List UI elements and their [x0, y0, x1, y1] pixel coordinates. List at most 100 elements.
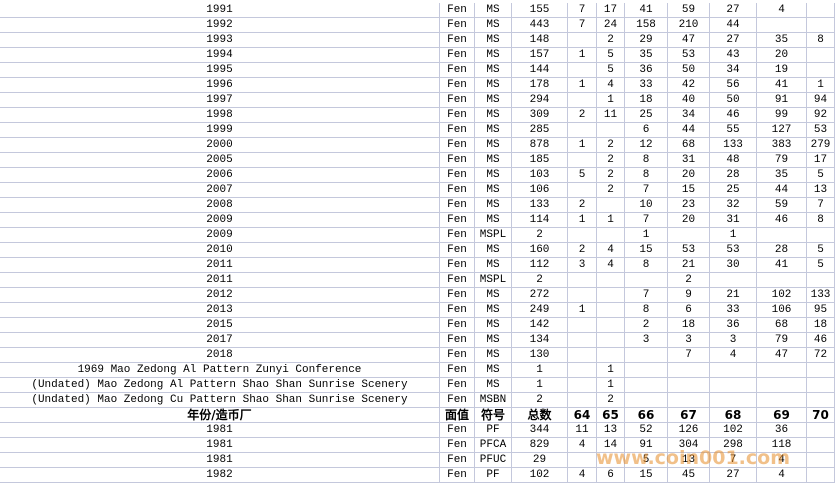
cell: Fen	[440, 63, 475, 78]
cell: 118	[757, 438, 807, 453]
cell: 5	[807, 243, 835, 258]
header-cell: 66	[625, 408, 668, 423]
cell: 12	[625, 138, 668, 153]
cell: 45	[668, 468, 710, 483]
cell: 142	[512, 318, 568, 333]
cell	[568, 288, 597, 303]
cell: 102	[512, 468, 568, 483]
cell: 17	[597, 3, 625, 18]
cell: 41	[757, 258, 807, 273]
cell	[568, 273, 597, 288]
cell: 2010	[0, 243, 440, 258]
cell	[668, 393, 710, 408]
cell: 27	[710, 33, 757, 48]
cell: 155	[512, 3, 568, 18]
cell: 4	[597, 243, 625, 258]
cell: 14	[597, 438, 625, 453]
cell: Fen	[440, 228, 475, 243]
cell: 1	[568, 48, 597, 63]
cell: 3	[568, 258, 597, 273]
cell: 48	[710, 153, 757, 168]
cell: 1	[625, 228, 668, 243]
cell: 94	[807, 93, 835, 108]
cell: MS	[475, 333, 512, 348]
cell: 8	[807, 33, 835, 48]
cell: MS	[475, 198, 512, 213]
cell: 2	[668, 273, 710, 288]
cell: 1	[568, 78, 597, 93]
cell: 2012	[0, 288, 440, 303]
cell: Fen	[440, 213, 475, 228]
cell	[757, 273, 807, 288]
cell: 13	[668, 453, 710, 468]
cell: 2011	[0, 258, 440, 273]
cell: 2011	[0, 273, 440, 288]
cell: 4	[568, 468, 597, 483]
cell: 31	[668, 153, 710, 168]
cell: 34	[668, 108, 710, 123]
cell: MS	[475, 108, 512, 123]
cell: Fen	[440, 333, 475, 348]
cell: Fen	[440, 183, 475, 198]
cell: 4	[597, 258, 625, 273]
cell: MS	[475, 243, 512, 258]
cell: MS	[475, 3, 512, 18]
cell	[568, 183, 597, 198]
cell	[597, 273, 625, 288]
cell: 99	[757, 108, 807, 123]
cell: 5	[625, 453, 668, 468]
cell: 79	[757, 333, 807, 348]
cell	[597, 333, 625, 348]
cell: 33	[710, 303, 757, 318]
header-cell: 总数	[512, 408, 568, 423]
cell: Fen	[440, 468, 475, 483]
cell	[568, 333, 597, 348]
cell: 127	[757, 123, 807, 138]
cell: 6	[597, 468, 625, 483]
cell: Fen	[440, 48, 475, 63]
cell: 4	[757, 3, 807, 18]
cell: Fen	[440, 108, 475, 123]
cell: 1	[597, 93, 625, 108]
cell: (Undated) Mao Zedong Al Pattern Shao Sha…	[0, 378, 440, 393]
cell: 18	[807, 318, 835, 333]
cell: 44	[710, 18, 757, 33]
cell: MS	[475, 123, 512, 138]
cell: 1997	[0, 93, 440, 108]
cell	[807, 453, 835, 468]
cell: 2	[568, 108, 597, 123]
cell: Fen	[440, 243, 475, 258]
cell: 133	[807, 288, 835, 303]
cell: 24	[597, 18, 625, 33]
cell: 56	[710, 78, 757, 93]
cell: 1996	[0, 78, 440, 93]
cell: MS	[475, 303, 512, 318]
cell: 102	[710, 423, 757, 438]
cell: 185	[512, 153, 568, 168]
cell: 2008	[0, 198, 440, 213]
cell: MSBN	[475, 393, 512, 408]
cell: 2	[625, 318, 668, 333]
cell: 9	[668, 288, 710, 303]
cell: 5	[807, 258, 835, 273]
cell: 102	[757, 288, 807, 303]
cell: 285	[512, 123, 568, 138]
cell	[625, 393, 668, 408]
cell: 30	[710, 258, 757, 273]
cell: 8	[625, 153, 668, 168]
cell: 309	[512, 108, 568, 123]
cell: 133	[710, 138, 757, 153]
cell: 4	[757, 453, 807, 468]
cell: Fen	[440, 348, 475, 363]
cell: 1	[710, 228, 757, 243]
cell: 1999	[0, 123, 440, 138]
cell: 41	[625, 3, 668, 18]
cell: 160	[512, 243, 568, 258]
cell: 2	[512, 393, 568, 408]
cell: 95	[807, 303, 835, 318]
cell	[625, 363, 668, 378]
cell: 20	[668, 213, 710, 228]
cell: 1995	[0, 63, 440, 78]
cell: 36	[625, 63, 668, 78]
cell: MS	[475, 363, 512, 378]
